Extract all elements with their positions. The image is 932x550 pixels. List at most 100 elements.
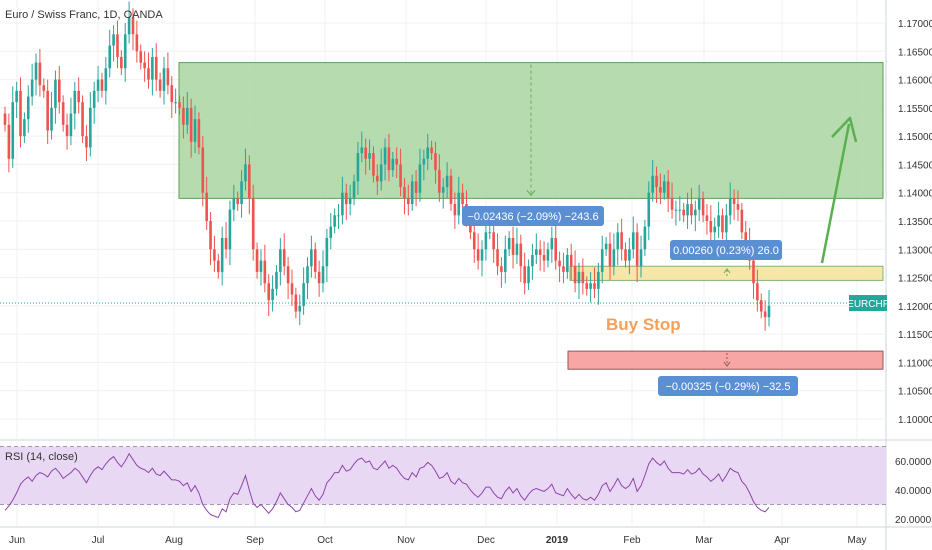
candle-body	[569, 254, 573, 267]
candle-body	[538, 249, 542, 255]
candle-body	[201, 147, 205, 193]
candle-body	[573, 266, 577, 284]
measure-label-text: 0.00260 (0.23%) 26.0	[673, 245, 779, 257]
candle-body	[341, 192, 344, 216]
candle-body	[135, 34, 139, 52]
rsi-tick-label: 20.0000	[895, 515, 932, 526]
candle-body	[709, 221, 713, 233]
candle-body	[678, 209, 682, 211]
candle-body	[395, 158, 398, 165]
candle-body	[290, 283, 294, 295]
candle-body	[26, 96, 30, 120]
candle-body	[523, 266, 526, 284]
candle-body	[224, 237, 228, 250]
price-tick-label: 1.12500	[898, 274, 932, 285]
candle-body	[368, 153, 371, 159]
candle-body	[372, 153, 375, 176]
candle-body	[310, 249, 313, 267]
candle-body	[360, 147, 364, 154]
candle-body	[182, 107, 185, 125]
candle-body	[562, 266, 565, 272]
candle-body	[232, 198, 236, 210]
candle-body	[73, 90, 77, 114]
candle-body	[756, 283, 759, 301]
candle-body	[589, 283, 592, 289]
buy-stop-annotation: Buy Stop	[606, 315, 681, 334]
candle-body	[267, 283, 271, 301]
candle-body	[251, 198, 255, 250]
candle-body	[57, 79, 61, 103]
candle-body	[736, 204, 740, 210]
candle-body	[426, 147, 430, 159]
candle-body	[379, 164, 383, 182]
candle-body	[271, 288, 274, 301]
candle-body	[306, 266, 309, 284]
candle-body	[178, 102, 181, 108]
candle-body	[34, 62, 38, 80]
candle-body	[453, 204, 457, 216]
candle-body	[488, 232, 492, 234]
price-tick-label: 1.11500	[898, 330, 932, 341]
last-price-symbol: EURCHF	[847, 299, 889, 310]
candle-body	[337, 215, 340, 217]
candle-body	[399, 164, 402, 188]
candle-body	[313, 249, 317, 272]
stop-measure-arrow	[723, 361, 731, 367]
candle-body	[100, 79, 104, 91]
candle-body	[647, 192, 651, 227]
candle-body	[11, 102, 15, 159]
candle-body	[705, 215, 709, 221]
candle-body	[104, 68, 108, 91]
candle-body	[166, 68, 170, 86]
candle-body	[61, 102, 65, 125]
candle-body	[46, 90, 49, 131]
rsi-title: RSI (14, close)	[5, 451, 78, 463]
candle-body	[558, 260, 561, 267]
candle-body	[597, 271, 600, 289]
candle-body	[213, 249, 216, 261]
candle-body	[476, 249, 480, 261]
candle-body	[480, 249, 484, 261]
time-tick-label: Apr	[774, 535, 790, 546]
candle-body	[3, 113, 7, 125]
candle-body	[531, 254, 534, 267]
time-tick-label: Mar	[695, 535, 713, 546]
time-tick-label: May	[848, 535, 867, 546]
candle-body	[554, 237, 558, 261]
measure-tools: −0.02436 (−2.09%) −243.6 0.00260 (0.23%) …	[462, 64, 798, 396]
candle-body	[410, 181, 414, 205]
candle-body	[228, 209, 232, 250]
candle-body	[220, 237, 224, 272]
entry-measure-arrow	[723, 268, 731, 274]
candle-body	[391, 158, 395, 171]
candle-body	[236, 198, 239, 205]
candle-body	[717, 215, 720, 227]
candle-body	[162, 68, 166, 91]
time-tick-label: Sep	[246, 535, 264, 546]
candle-body	[740, 209, 744, 233]
candle-body	[112, 34, 115, 46]
candle-body	[546, 249, 550, 261]
price-tick-label: 1.12000	[898, 302, 932, 313]
candle-body	[725, 215, 728, 233]
candle-body	[484, 232, 488, 250]
stop-zone	[567, 350, 884, 370]
candle-body	[542, 254, 546, 261]
candle-body	[329, 226, 333, 238]
candle-body	[77, 90, 80, 103]
candle-body	[550, 237, 554, 250]
candles-group	[3, 1, 771, 331]
time-tick-label: Feb	[623, 535, 641, 546]
candle-body	[96, 79, 100, 91]
candle-body	[616, 232, 620, 250]
candle-body	[298, 305, 302, 312]
candle-body	[527, 266, 530, 284]
rsi-tick-label: 60.0000	[895, 457, 932, 468]
candle-body	[205, 192, 208, 221]
candle-body	[240, 181, 243, 205]
candle-body	[759, 300, 763, 312]
candle-body	[600, 249, 604, 272]
candle-body	[325, 237, 329, 267]
time-tick-label: Nov	[397, 535, 415, 546]
